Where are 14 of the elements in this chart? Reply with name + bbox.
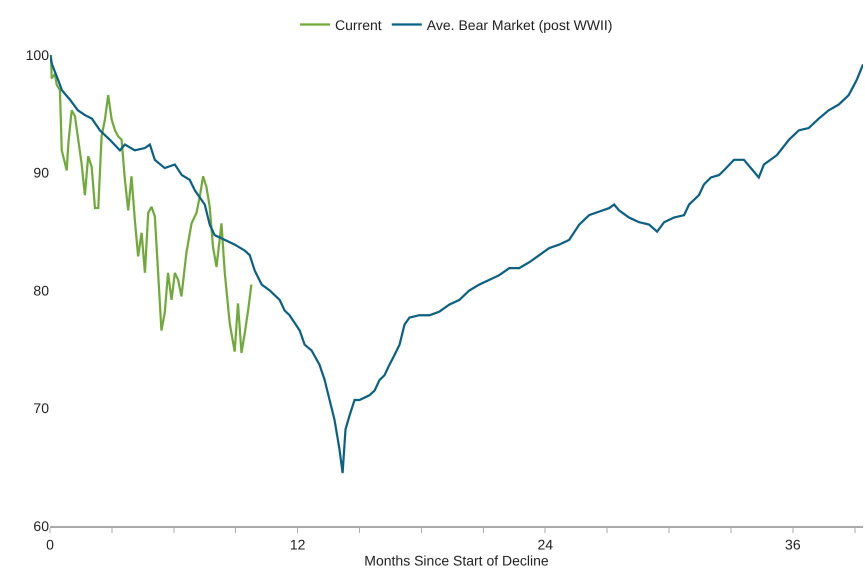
y-tick-label: 70 <box>33 400 50 416</box>
y-tick-label: 100 <box>26 46 50 63</box>
y-tick-label: 90 <box>33 164 50 181</box>
y-tick-label: 80 <box>33 282 50 298</box>
line-series <box>50 55 252 354</box>
x-tick-label: 12 <box>290 536 306 553</box>
legend-label: Current <box>335 16 382 33</box>
x-tick-label: 0 <box>46 536 54 553</box>
legend-label: Ave. Bear Market (post WWII) <box>426 16 612 33</box>
x-tick-label: 24 <box>537 536 554 553</box>
y-tick-label: 60 <box>33 518 50 534</box>
line-series <box>50 55 863 474</box>
x-axis-title: Months Since Start of Decline <box>364 552 549 569</box>
x-tick-label: 36 <box>785 536 801 553</box>
